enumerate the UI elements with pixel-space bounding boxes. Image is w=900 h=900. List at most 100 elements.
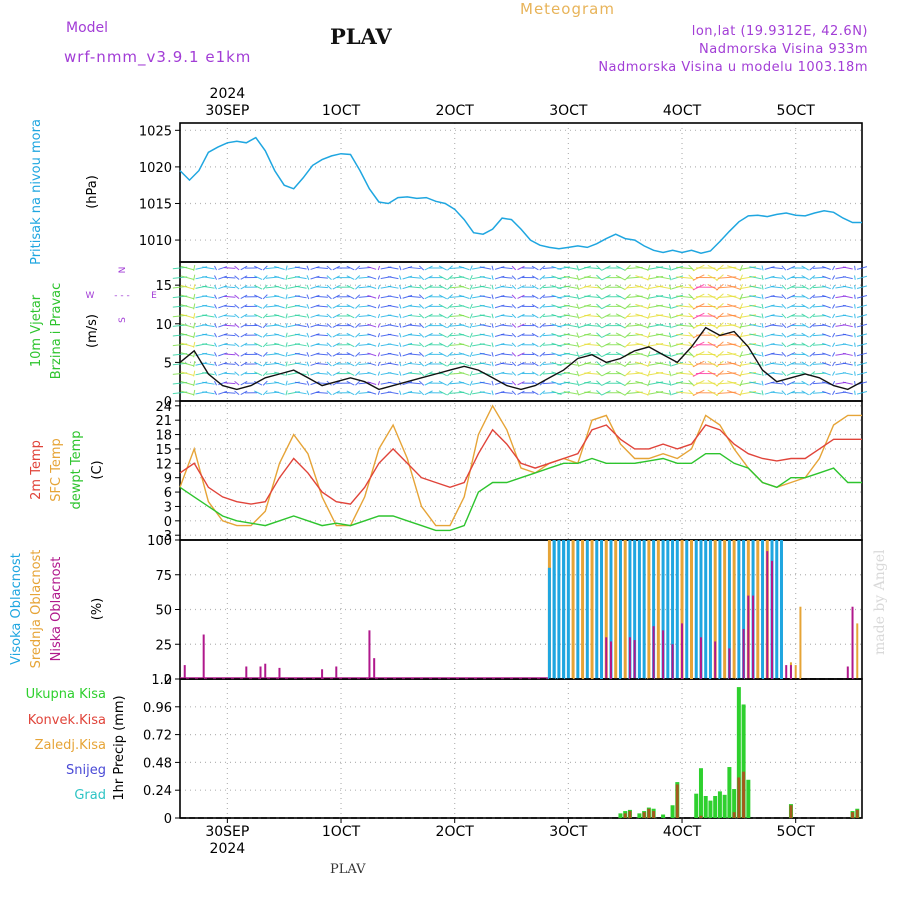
overcast-cloud-bar <box>576 540 580 679</box>
wind-arrow <box>224 324 236 327</box>
wind-arrow <box>424 332 433 338</box>
wind-arrow <box>578 313 592 319</box>
wind-arrow <box>812 286 826 289</box>
wind-arrow <box>761 275 764 281</box>
wind-arrow <box>355 323 361 329</box>
wind-arrow <box>511 304 517 309</box>
wind-arrow <box>310 390 320 395</box>
wind-arrow <box>576 361 580 367</box>
wind-arrow <box>781 294 787 300</box>
wind-arrow <box>358 295 371 298</box>
wind-arrow <box>458 304 470 309</box>
wind-arrow <box>668 274 672 281</box>
wind-arrow <box>180 361 194 367</box>
y-tick-label: 3 <box>164 500 172 515</box>
wind-arrow <box>438 323 447 329</box>
total-precip-bar <box>741 704 746 818</box>
wind-arrow <box>688 293 695 300</box>
wind-arrow <box>310 342 320 347</box>
wind-arrow <box>739 322 743 329</box>
wind-arrow <box>647 332 651 339</box>
wind-arrow <box>635 294 649 300</box>
wind-arrow <box>316 295 328 298</box>
y-tick-label: 1015 <box>139 197 172 212</box>
wind-arrow <box>822 275 831 280</box>
wind-arrow <box>224 305 236 308</box>
wind-arrow <box>727 361 742 367</box>
wind-arrow <box>469 370 473 377</box>
y-tick-label: 1010 <box>139 234 172 249</box>
wind-arrow <box>764 323 775 328</box>
wind-arrow <box>326 303 332 309</box>
wind-arrow <box>180 332 194 338</box>
wind-arrow <box>801 361 809 367</box>
wind-arrow <box>332 304 341 309</box>
wind-arrow <box>842 333 853 337</box>
wind-arrow <box>500 295 513 298</box>
wind-arrow <box>832 342 836 348</box>
wind-arrow <box>234 304 240 309</box>
wind-arrow <box>438 284 447 290</box>
conv-precip-bar <box>855 809 859 818</box>
wind-arrow <box>647 293 651 300</box>
wind-arrow <box>377 323 381 328</box>
bottom-date-label: 3OCT <box>549 824 588 840</box>
wind-arrow <box>543 343 556 346</box>
wind-arrow <box>578 380 592 386</box>
wind-arrow <box>596 351 603 358</box>
wind-arrow <box>716 370 724 377</box>
wind-arrow <box>842 362 853 366</box>
wind-arrow <box>578 323 592 328</box>
wind-arrow <box>377 285 381 290</box>
wind-arrow <box>676 314 693 318</box>
wind-arrow <box>531 390 539 396</box>
wind-arrow <box>234 284 240 290</box>
wind-arrow <box>214 390 217 396</box>
total-precip-bar <box>746 779 751 818</box>
wind-arrow <box>387 391 399 395</box>
y-tick-label: 15 <box>155 443 172 458</box>
wind-arrow <box>563 275 578 280</box>
wind-arrow <box>539 361 546 367</box>
wind-arrow <box>615 390 626 396</box>
wind-arrow <box>739 360 743 368</box>
wind-arrow <box>655 362 671 366</box>
wind-arrow <box>511 380 517 386</box>
wind-arrow <box>447 294 453 300</box>
wind-arrow <box>346 390 355 396</box>
high-cloud-bar <box>547 567 551 679</box>
wind-arrow <box>676 372 693 375</box>
wind-arrow <box>576 293 580 300</box>
wind-arrow <box>531 265 539 271</box>
pressure-line <box>179 136 862 254</box>
wind-arrow <box>812 363 826 365</box>
wind-arrow <box>202 381 215 385</box>
wind-arrow <box>240 342 248 348</box>
wind-arrow <box>180 390 194 396</box>
wind-arrow <box>254 265 263 271</box>
overcast-cloud-bar <box>600 540 604 679</box>
wind-arrow <box>332 284 341 290</box>
wind-arrow <box>854 275 856 280</box>
wind-arrow <box>856 333 868 338</box>
wind-arrow <box>306 380 310 386</box>
wind-arrow <box>716 341 724 349</box>
wind-arrow <box>491 313 494 319</box>
wind-arrow <box>438 390 447 396</box>
low-cloud-bar <box>321 669 324 679</box>
wind-arrow <box>469 322 473 329</box>
wind-arrow <box>770 382 783 385</box>
wind-arrow <box>193 389 196 396</box>
wind-arrow <box>655 285 671 290</box>
wind-arrow <box>316 315 328 317</box>
wind-arrow <box>240 275 248 280</box>
wind-arrow <box>832 390 836 396</box>
wind-arrow <box>576 313 580 319</box>
wind-arrow <box>832 265 836 271</box>
low-cloud-bar <box>633 640 636 679</box>
wind-arrow <box>491 371 494 376</box>
wind-arrow <box>531 352 539 357</box>
conv-precip-bar <box>699 815 703 818</box>
wind-arrow <box>479 352 492 357</box>
wind-arrow <box>408 305 421 308</box>
